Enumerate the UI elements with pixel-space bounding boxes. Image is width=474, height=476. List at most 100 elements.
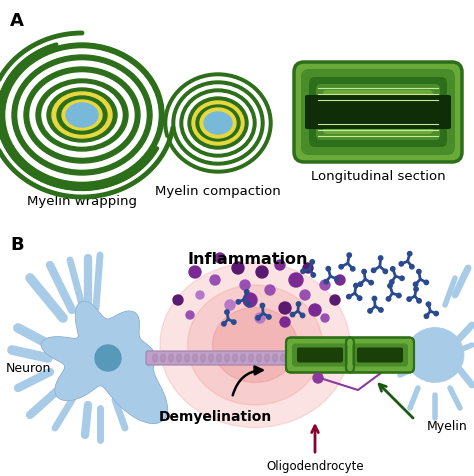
- Text: Myelin wrapping: Myelin wrapping: [27, 195, 137, 208]
- FancyArrowPatch shape: [233, 367, 263, 395]
- Ellipse shape: [184, 354, 190, 362]
- FancyBboxPatch shape: [357, 347, 403, 363]
- Circle shape: [400, 276, 404, 280]
- Ellipse shape: [6, 49, 158, 181]
- Circle shape: [335, 277, 339, 281]
- Circle shape: [335, 275, 345, 285]
- Circle shape: [260, 303, 264, 307]
- Circle shape: [232, 262, 244, 274]
- FancyBboxPatch shape: [146, 351, 312, 365]
- Circle shape: [210, 275, 220, 285]
- Circle shape: [267, 315, 271, 319]
- FancyArrowPatch shape: [379, 384, 413, 418]
- Circle shape: [391, 267, 395, 271]
- Circle shape: [256, 266, 268, 278]
- Polygon shape: [41, 301, 168, 424]
- Circle shape: [313, 373, 323, 383]
- Circle shape: [413, 282, 418, 287]
- Circle shape: [301, 313, 305, 317]
- FancyBboxPatch shape: [316, 84, 440, 140]
- Ellipse shape: [233, 354, 237, 362]
- Ellipse shape: [57, 96, 107, 134]
- Circle shape: [339, 265, 343, 269]
- Text: Neuron: Neuron: [5, 361, 51, 375]
- Circle shape: [256, 316, 260, 320]
- Circle shape: [369, 280, 374, 285]
- Circle shape: [407, 297, 411, 301]
- Circle shape: [300, 290, 310, 300]
- Ellipse shape: [225, 354, 229, 362]
- FancyBboxPatch shape: [346, 337, 414, 373]
- Circle shape: [347, 253, 351, 258]
- Circle shape: [346, 295, 351, 299]
- Ellipse shape: [188, 285, 322, 405]
- Circle shape: [408, 251, 412, 256]
- Ellipse shape: [47, 88, 117, 142]
- Ellipse shape: [160, 262, 350, 427]
- Ellipse shape: [264, 354, 270, 362]
- Ellipse shape: [297, 354, 301, 362]
- Circle shape: [215, 253, 225, 263]
- Ellipse shape: [12, 55, 152, 175]
- Ellipse shape: [217, 354, 221, 362]
- Circle shape: [414, 287, 418, 291]
- Circle shape: [303, 263, 313, 273]
- Circle shape: [186, 311, 194, 319]
- Ellipse shape: [176, 354, 182, 362]
- Ellipse shape: [248, 354, 254, 362]
- Circle shape: [246, 302, 251, 307]
- Circle shape: [225, 310, 229, 314]
- Circle shape: [279, 302, 291, 314]
- Circle shape: [399, 262, 403, 266]
- Ellipse shape: [184, 93, 252, 153]
- Ellipse shape: [180, 89, 256, 157]
- Ellipse shape: [200, 108, 236, 138]
- Ellipse shape: [196, 105, 240, 141]
- Ellipse shape: [52, 92, 112, 138]
- Ellipse shape: [209, 354, 213, 362]
- Circle shape: [417, 269, 421, 274]
- Circle shape: [424, 314, 428, 318]
- Circle shape: [196, 291, 204, 299]
- FancyBboxPatch shape: [336, 100, 420, 124]
- Circle shape: [434, 311, 438, 316]
- Ellipse shape: [30, 73, 134, 157]
- Circle shape: [386, 297, 391, 301]
- Circle shape: [362, 269, 366, 274]
- FancyBboxPatch shape: [330, 96, 426, 128]
- FancyBboxPatch shape: [305, 95, 451, 129]
- FancyBboxPatch shape: [309, 77, 447, 147]
- Circle shape: [326, 267, 330, 271]
- Circle shape: [311, 273, 316, 277]
- Ellipse shape: [201, 354, 206, 362]
- Circle shape: [255, 313, 265, 323]
- Circle shape: [225, 300, 235, 310]
- Ellipse shape: [66, 103, 98, 127]
- FancyBboxPatch shape: [352, 344, 408, 367]
- Circle shape: [301, 269, 305, 274]
- Circle shape: [245, 289, 249, 294]
- Ellipse shape: [212, 307, 298, 383]
- Ellipse shape: [192, 354, 198, 362]
- Text: Myelin: Myelin: [427, 420, 468, 433]
- Ellipse shape: [172, 81, 264, 165]
- Circle shape: [368, 309, 372, 313]
- Ellipse shape: [406, 327, 464, 383]
- Text: B: B: [10, 236, 24, 254]
- Circle shape: [390, 280, 394, 284]
- FancyArrowPatch shape: [312, 426, 319, 452]
- Ellipse shape: [273, 354, 277, 362]
- Circle shape: [310, 260, 314, 264]
- FancyBboxPatch shape: [292, 344, 348, 367]
- FancyBboxPatch shape: [297, 347, 343, 363]
- Circle shape: [236, 300, 240, 304]
- Text: Inflammation: Inflammation: [188, 252, 308, 267]
- Circle shape: [330, 295, 340, 305]
- Ellipse shape: [289, 354, 293, 362]
- Ellipse shape: [164, 73, 272, 173]
- Circle shape: [86, 336, 130, 380]
- Circle shape: [424, 280, 428, 285]
- Circle shape: [240, 280, 250, 290]
- Circle shape: [309, 304, 321, 316]
- Circle shape: [372, 297, 377, 301]
